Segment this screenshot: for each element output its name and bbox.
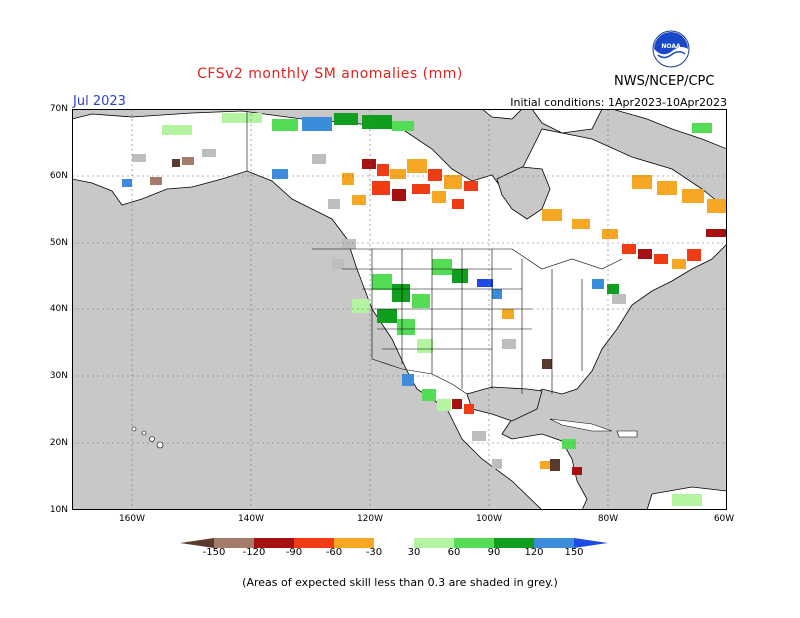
colorbar-segment (294, 538, 334, 548)
colorbar-segment (254, 538, 294, 548)
agency-label: NWS/NCEP/CPC (614, 74, 715, 89)
cuba (549, 418, 613, 432)
lat-label-40n: 40N (49, 304, 68, 314)
wet-anomaly-cells (122, 113, 712, 506)
colorbar-label: 30 (407, 547, 421, 558)
colorbar-segment (374, 538, 414, 548)
colorbar-label: -90 (285, 547, 303, 558)
lat-label-70n: 70N (49, 104, 68, 114)
colorbar-label: 120 (524, 547, 544, 558)
colorbar-label: -60 (325, 547, 343, 558)
noaa-logo-icon: NOAA (652, 30, 690, 68)
lat-label-20n: 20N (49, 438, 68, 448)
colorbar-label: 150 (564, 547, 584, 558)
lon-label-140w: 140W (237, 514, 265, 524)
lon-label-160w: 160W (118, 514, 146, 524)
forecast-month: Jul 2023 (73, 94, 126, 109)
lat-label-10n: 10N (49, 505, 68, 515)
colorbar-segment (534, 538, 574, 548)
lat-label-50n: 50N (49, 238, 68, 248)
initial-conditions: Initial conditions: 1Apr2023-10Apr2023 (510, 96, 727, 109)
colorbar-segment (414, 538, 454, 548)
colorbar-segment (334, 538, 374, 548)
colorbar-segment (454, 538, 494, 548)
lon-label-60w: 60W (713, 514, 735, 524)
lon-label-100w: 100W (475, 514, 503, 524)
greenland-land (611, 109, 727, 150)
arctic-islands (481, 109, 603, 134)
colorbar-arrow-low (180, 538, 214, 548)
dry-anomaly-cells (150, 157, 727, 475)
hawaii-islands (131, 426, 164, 449)
low-skill-grey-cells (132, 149, 626, 469)
colorbar-label: 90 (487, 547, 501, 558)
map-title: CFSv2 monthly SM anomalies (mm) (197, 66, 463, 82)
map-frame (72, 109, 727, 510)
colorbar-segment (494, 538, 534, 548)
colorbar-label: 60 (447, 547, 461, 558)
soil-moisture-map (72, 109, 727, 510)
svg-text:NOAA: NOAA (661, 43, 681, 50)
political-boundaries (246, 111, 623, 395)
lon-label-120w: 120W (356, 514, 384, 524)
lat-label-60n: 60N (49, 171, 68, 181)
graticule (72, 109, 727, 510)
gulf-of-mexico (466, 386, 543, 422)
colorbar-label: -30 (365, 547, 383, 558)
colorbar-label: -120 (242, 547, 266, 558)
lon-label-80w: 80W (597, 514, 619, 524)
colorbar-label: -150 (202, 547, 226, 558)
lat-label-30n: 30N (49, 371, 68, 381)
colorbar-segment (214, 538, 254, 548)
hispaniola (616, 430, 638, 438)
anomaly-colorbar (180, 538, 608, 548)
skill-note: (Areas of expected skill less than 0.3 a… (242, 576, 558, 589)
colorbar-arrow-high (574, 538, 608, 548)
